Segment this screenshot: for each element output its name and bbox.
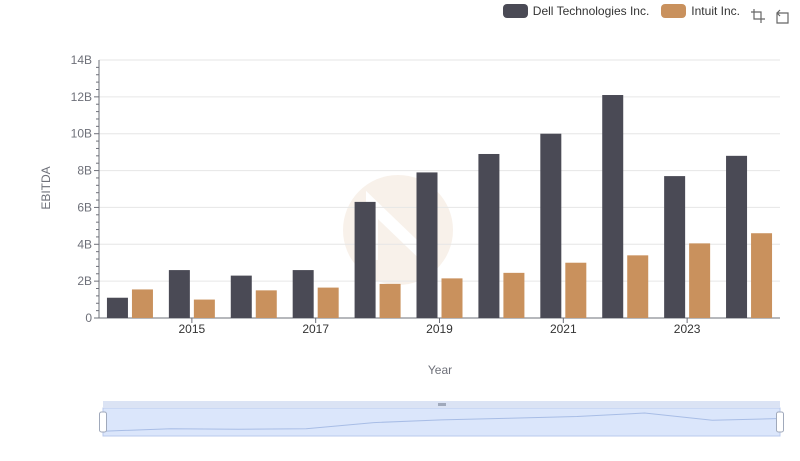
y-axis: 0 2B 4B 6B 8B 10B 12B 14B xyxy=(71,53,100,325)
bars-group xyxy=(106,95,773,318)
y-tick-label: 2B xyxy=(77,274,92,288)
bar-dell-2019[interactable] xyxy=(416,172,438,318)
bar-dell-2020[interactable] xyxy=(478,153,500,318)
bar-intuit-2014[interactable] xyxy=(131,289,153,318)
y-tick-label: 0 xyxy=(85,311,92,325)
restore-icon[interactable] xyxy=(774,8,790,24)
bar-dell-2017[interactable] xyxy=(292,270,314,318)
zoom-selection[interactable] xyxy=(102,407,781,437)
y-tick-label: 14B xyxy=(71,53,92,67)
x-axis-label: Year xyxy=(428,363,452,377)
y-tick-label: 6B xyxy=(77,200,92,214)
bar-intuit-2022[interactable] xyxy=(627,255,649,318)
zoom-icon[interactable] xyxy=(750,8,766,24)
bar-dell-2018[interactable] xyxy=(354,201,376,318)
legend-item-dell[interactable]: Dell Technologies Inc. xyxy=(502,4,650,18)
zoom-handle-right[interactable] xyxy=(776,411,784,433)
legend-swatch-intuit xyxy=(661,4,687,18)
y-tick-label: 8B xyxy=(77,164,92,178)
bar-intuit-2021[interactable] xyxy=(565,262,587,318)
x-tick-label: 2023 xyxy=(674,322,701,336)
bar-intuit-2024[interactable] xyxy=(751,233,773,318)
x-axis: 2015 2017 2019 2021 2023 xyxy=(99,317,780,336)
legend-item-intuit[interactable]: Intuit Inc. xyxy=(661,4,740,18)
bar-intuit-2016[interactable] xyxy=(255,290,277,318)
bar-dell-2024[interactable] xyxy=(726,155,748,318)
bar-dell-2023[interactable] xyxy=(664,176,686,318)
x-tick-label: 2019 xyxy=(426,322,453,336)
zoom-grip-icon xyxy=(438,403,446,406)
x-tick-label: 2017 xyxy=(302,322,329,336)
bar-intuit-2015[interactable] xyxy=(193,299,215,318)
legend-label-intuit: Intuit Inc. xyxy=(691,4,740,18)
bar-intuit-2020[interactable] xyxy=(503,272,525,318)
bar-intuit-2018[interactable] xyxy=(379,283,401,318)
zoom-handle-left[interactable] xyxy=(99,411,107,433)
bar-intuit-2017[interactable] xyxy=(317,287,339,318)
x-tick-label: 2021 xyxy=(550,322,577,336)
y-axis-label: EBITDA xyxy=(39,166,53,209)
y-tick-label: 10B xyxy=(71,127,92,141)
legend: Dell Technologies Inc. Intuit Inc. xyxy=(502,4,740,18)
toolbox xyxy=(750,8,790,24)
bar-intuit-2023[interactable] xyxy=(689,243,711,318)
bar-dell-2014[interactable] xyxy=(106,297,128,318)
bar-dell-2015[interactable] xyxy=(168,270,190,318)
legend-swatch-dell xyxy=(502,4,528,18)
data-zoom-slider[interactable] xyxy=(99,401,784,437)
bar-intuit-2019[interactable] xyxy=(441,278,463,318)
zoom-preview-line xyxy=(102,412,781,432)
y-tick-label: 4B xyxy=(77,237,92,251)
x-tick-label: 2015 xyxy=(179,322,206,336)
y-tick-label: 12B xyxy=(71,90,92,104)
bar-dell-2022[interactable] xyxy=(602,95,624,318)
bar-dell-2016[interactable] xyxy=(230,275,252,318)
bar-dell-2021[interactable] xyxy=(540,133,562,318)
legend-label-dell: Dell Technologies Inc. xyxy=(532,4,650,18)
